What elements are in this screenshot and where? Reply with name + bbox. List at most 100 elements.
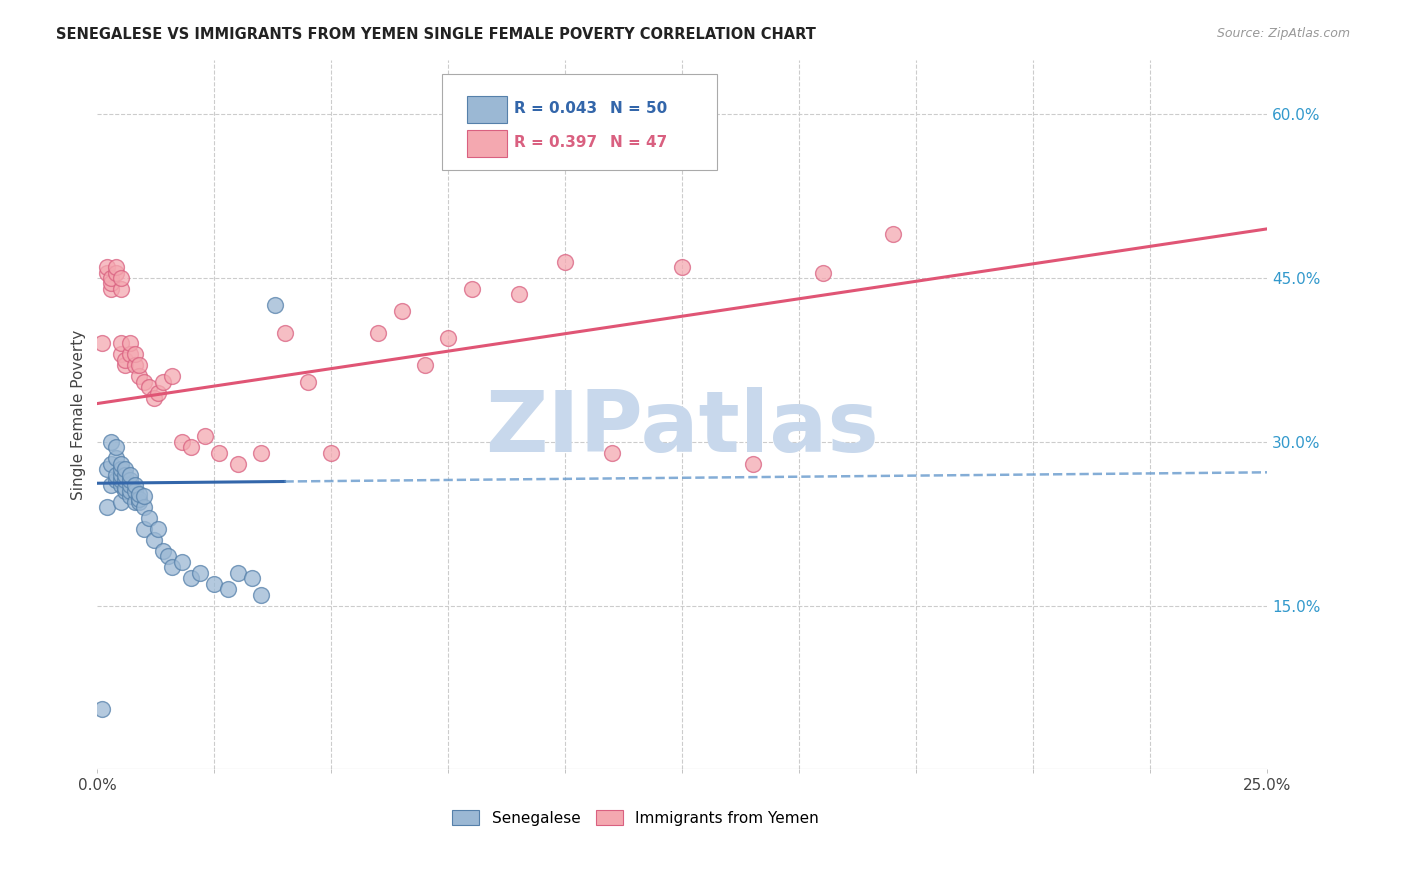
- Point: [124, 495, 146, 509]
- Point: [100, 434, 122, 449]
- Point: [554, 254, 576, 268]
- Point: [100, 478, 122, 492]
- Point: [138, 511, 160, 525]
- Point: [105, 260, 128, 274]
- Point: [114, 483, 136, 498]
- Point: [105, 467, 128, 482]
- Point: [105, 440, 128, 454]
- Point: [100, 457, 122, 471]
- Point: [148, 522, 170, 536]
- Point: [138, 380, 160, 394]
- Point: [110, 457, 132, 471]
- Point: [96, 260, 118, 274]
- Point: [96, 500, 118, 515]
- Point: [120, 336, 142, 351]
- Point: [114, 359, 136, 373]
- Point: [180, 571, 202, 585]
- Point: [100, 271, 122, 285]
- Point: [110, 347, 132, 361]
- Point: [110, 462, 132, 476]
- Y-axis label: Single Female Poverty: Single Female Poverty: [72, 329, 86, 500]
- Point: [226, 457, 249, 471]
- Point: [152, 544, 174, 558]
- Text: ZIPatlas: ZIPatlas: [485, 387, 879, 470]
- Point: [91, 702, 114, 716]
- Point: [264, 298, 287, 312]
- Point: [170, 555, 193, 569]
- Point: [120, 473, 142, 487]
- Point: [120, 347, 142, 361]
- Point: [160, 369, 183, 384]
- Point: [142, 533, 165, 547]
- Point: [124, 483, 146, 498]
- Point: [600, 445, 623, 459]
- Point: [105, 451, 128, 466]
- FancyBboxPatch shape: [467, 95, 506, 123]
- Point: [208, 445, 231, 459]
- Point: [110, 495, 132, 509]
- Point: [250, 588, 273, 602]
- Point: [120, 489, 142, 503]
- Point: [124, 347, 146, 361]
- Point: [120, 478, 142, 492]
- Point: [297, 375, 319, 389]
- Point: [202, 576, 225, 591]
- Point: [413, 359, 436, 373]
- Point: [391, 303, 413, 318]
- Point: [114, 352, 136, 367]
- Legend: Senegalese, Immigrants from Yemen: Senegalese, Immigrants from Yemen: [451, 810, 820, 825]
- Point: [110, 473, 132, 487]
- Point: [160, 560, 183, 574]
- Point: [217, 582, 239, 596]
- Text: N = 47: N = 47: [610, 135, 666, 150]
- Point: [508, 287, 530, 301]
- Point: [110, 282, 132, 296]
- Point: [124, 359, 146, 373]
- Point: [134, 522, 156, 536]
- Point: [461, 282, 484, 296]
- Point: [96, 266, 118, 280]
- Point: [128, 359, 150, 373]
- Point: [194, 429, 217, 443]
- Point: [188, 566, 211, 580]
- Point: [170, 434, 193, 449]
- Point: [91, 336, 114, 351]
- Point: [128, 369, 150, 384]
- Text: N = 50: N = 50: [610, 101, 666, 116]
- Point: [114, 462, 136, 476]
- Point: [100, 277, 122, 291]
- Point: [128, 495, 150, 509]
- Point: [134, 489, 156, 503]
- FancyBboxPatch shape: [467, 130, 506, 157]
- Text: Source: ZipAtlas.com: Source: ZipAtlas.com: [1216, 27, 1350, 40]
- Point: [110, 271, 132, 285]
- Text: R = 0.397: R = 0.397: [513, 135, 598, 150]
- Point: [148, 385, 170, 400]
- Point: [273, 326, 295, 340]
- Point: [124, 478, 146, 492]
- Text: SENEGALESE VS IMMIGRANTS FROM YEMEN SINGLE FEMALE POVERTY CORRELATION CHART: SENEGALESE VS IMMIGRANTS FROM YEMEN SING…: [56, 27, 815, 42]
- Point: [180, 440, 202, 454]
- Point: [882, 227, 904, 242]
- Point: [100, 282, 122, 296]
- Point: [114, 481, 136, 495]
- Point: [226, 566, 249, 580]
- Point: [240, 571, 263, 585]
- Point: [156, 549, 179, 564]
- Point: [105, 473, 128, 487]
- Point: [367, 326, 389, 340]
- Point: [110, 467, 132, 482]
- Point: [437, 331, 460, 345]
- Point: [110, 336, 132, 351]
- Point: [741, 457, 763, 471]
- Point: [811, 266, 834, 280]
- Point: [152, 375, 174, 389]
- Point: [96, 462, 118, 476]
- Point: [250, 445, 273, 459]
- Point: [134, 500, 156, 515]
- Point: [105, 266, 128, 280]
- Point: [110, 478, 132, 492]
- Point: [134, 375, 156, 389]
- Point: [142, 391, 165, 405]
- Point: [120, 483, 142, 498]
